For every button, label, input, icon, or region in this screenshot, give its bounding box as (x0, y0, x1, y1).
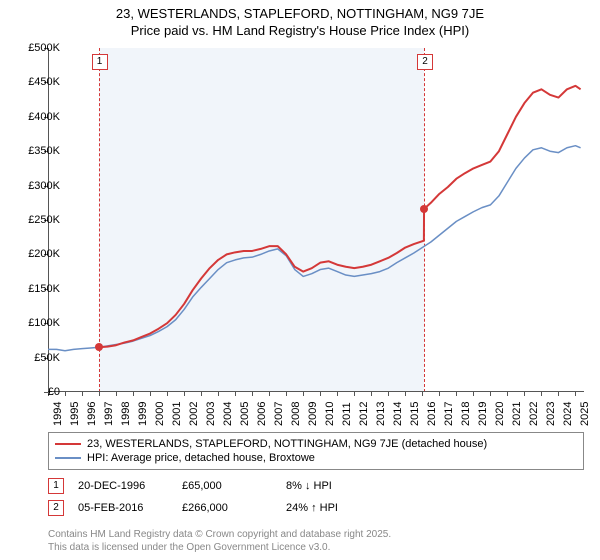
legend-label-hpi: HPI: Average price, detached house, Brox… (87, 452, 315, 464)
ytick-label: £350K (16, 145, 60, 157)
xtick-label: 2005 (239, 402, 251, 426)
legend-swatch-price-paid (55, 443, 81, 445)
xtick-label: 2021 (511, 402, 523, 426)
event-delta-1: 8% ↓ HPI (286, 480, 376, 492)
title-line-2: Price paid vs. HM Land Registry's House … (0, 23, 600, 40)
event-date-1: 20-DEC-1996 (78, 480, 168, 492)
xtick-label: 2025 (579, 402, 591, 426)
xtick-label: 1998 (120, 402, 132, 426)
xtick-label: 2012 (358, 402, 370, 426)
ytick-label: £500K (16, 42, 60, 54)
xtick-label: 2014 (392, 402, 404, 426)
xtick-label: 2007 (273, 402, 285, 426)
xtick-label: 2010 (324, 402, 336, 426)
xtick-label: 2016 (426, 402, 438, 426)
footer: Contains HM Land Registry data © Crown c… (48, 528, 391, 554)
ytick-label: £0 (16, 386, 60, 398)
xtick-label: 2015 (409, 402, 421, 426)
event-row-2: 2 05-FEB-2016 £266,000 24% ↑ HPI (48, 500, 584, 516)
event-price-1: £65,000 (182, 480, 272, 492)
xtick-label: 2003 (205, 402, 217, 426)
xtick-label: 2018 (460, 402, 472, 426)
xtick-label: 1994 (52, 402, 64, 426)
ytick-label: £400K (16, 111, 60, 123)
xtick-label: 1997 (103, 402, 115, 426)
xtick-label: 2022 (528, 402, 540, 426)
event-marker-1: 1 (48, 478, 64, 494)
event-price-2: £266,000 (182, 502, 272, 514)
ytick-label: £250K (16, 214, 60, 226)
event-delta-2: 24% ↑ HPI (286, 502, 376, 514)
xtick-label: 2024 (562, 402, 574, 426)
ytick-label: £300K (16, 180, 60, 192)
ytick-label: £150K (16, 283, 60, 295)
ytick-label: £50K (16, 352, 60, 364)
xtick-label: 2013 (375, 402, 387, 426)
xtick-label: 1995 (69, 402, 81, 426)
series-hpi (48, 146, 581, 351)
sale-dot-1 (95, 343, 103, 351)
xtick-label: 1996 (86, 402, 98, 426)
series-svg (48, 48, 584, 392)
xtick-label: 2009 (307, 402, 319, 426)
sale-dot-2 (420, 205, 428, 213)
title-block: 23, WESTERLANDS, STAPLEFORD, NOTTINGHAM,… (0, 0, 600, 40)
event-date-2: 05-FEB-2016 (78, 502, 168, 514)
xtick-label: 2023 (545, 402, 557, 426)
event-marker-2: 2 (48, 500, 64, 516)
xtick-label: 2017 (443, 402, 455, 426)
xtick-label: 2002 (188, 402, 200, 426)
legend: 23, WESTERLANDS, STAPLEFORD, NOTTINGHAM,… (48, 432, 584, 470)
xtick-label: 2000 (154, 402, 166, 426)
xtick-label: 2001 (171, 402, 183, 426)
xtick-label: 1999 (137, 402, 149, 426)
plot-area: 12 (48, 48, 584, 392)
footer-line-1: Contains HM Land Registry data © Crown c… (48, 528, 391, 541)
chart-container: 23, WESTERLANDS, STAPLEFORD, NOTTINGHAM,… (0, 0, 600, 560)
xtick-label: 2006 (256, 402, 268, 426)
xtick-label: 2020 (494, 402, 506, 426)
legend-swatch-hpi (55, 457, 81, 459)
event-row-1: 1 20-DEC-1996 £65,000 8% ↓ HPI (48, 478, 584, 494)
legend-label-price-paid: 23, WESTERLANDS, STAPLEFORD, NOTTINGHAM,… (87, 438, 487, 450)
xtick-label: 2008 (290, 402, 302, 426)
xtick-label: 2011 (341, 402, 353, 426)
title-line-1: 23, WESTERLANDS, STAPLEFORD, NOTTINGHAM,… (0, 6, 600, 23)
ytick-label: £100K (16, 317, 60, 329)
legend-row-hpi: HPI: Average price, detached house, Brox… (55, 451, 577, 465)
ytick-label: £200K (16, 248, 60, 260)
legend-row-price-paid: 23, WESTERLANDS, STAPLEFORD, NOTTINGHAM,… (55, 437, 577, 451)
xtick-label: 2019 (477, 402, 489, 426)
xtick-label: 2004 (222, 402, 234, 426)
ytick-label: £450K (16, 76, 60, 88)
footer-line-2: This data is licensed under the Open Gov… (48, 541, 391, 554)
series-price_paid (99, 86, 581, 347)
